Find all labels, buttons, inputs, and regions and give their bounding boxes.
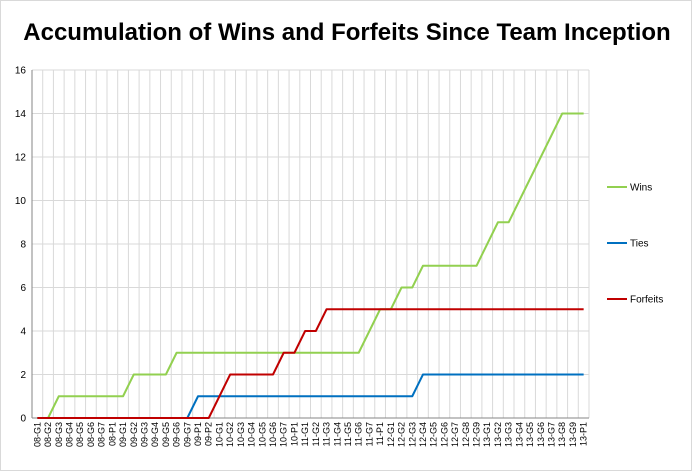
y-tick-label: 10 xyxy=(15,196,27,207)
x-tick-label: 10-G4 xyxy=(247,422,257,447)
y-tick-label: 4 xyxy=(20,327,26,338)
series-lines xyxy=(37,112,584,419)
x-tick-label: 08-G2 xyxy=(43,422,53,447)
x-axis: 08-G1 08-G2 08-G3 08-G4 08-G5 08-G6 08-G7 08-P1… xyxy=(32,422,588,447)
x-tick-label: 10-G2 xyxy=(225,422,235,447)
legend: Wins Ties Forfeits xyxy=(607,183,663,306)
x-tick-label: 09-G6 xyxy=(172,422,182,447)
legend-label-wins: Wins xyxy=(630,183,652,194)
gridlines xyxy=(31,69,590,419)
x-tick-label: 08-G6 xyxy=(86,422,96,447)
x-tick-label: 13-G6 xyxy=(536,422,546,447)
x-tick-label: 13-P1 xyxy=(579,422,589,446)
x-tick-label: 11-G2 xyxy=(311,422,321,446)
x-tick-label: 11-G6 xyxy=(354,422,364,446)
y-tick-label: 6 xyxy=(20,283,26,294)
x-tick-label: 09-G5 xyxy=(161,422,171,447)
x-tick-label: 11-P1 xyxy=(375,422,385,445)
y-tick-label: 12 xyxy=(15,153,27,164)
x-tick-label: 13-G5 xyxy=(525,422,535,447)
series-line-wins xyxy=(37,112,584,419)
x-tick-label: 12-G4 xyxy=(418,422,428,447)
x-tick-label: 09-G7 xyxy=(182,422,192,447)
x-tick-label: 13-G8 xyxy=(557,422,567,447)
x-tick-label: 11-G3 xyxy=(322,422,332,446)
x-tick-label: 10-G1 xyxy=(214,422,224,447)
y-tick-label: 0 xyxy=(20,414,26,425)
y-tick-label: 8 xyxy=(20,240,26,251)
chart-title: Accumulation of Wins and Forfeits Since … xyxy=(23,19,671,46)
x-tick-label: 13-G3 xyxy=(504,422,514,447)
x-tick-label: 09-G2 xyxy=(129,422,139,447)
x-tick-label: 08-P1 xyxy=(107,422,117,446)
series-line-forfeits xyxy=(37,308,584,419)
legend-label-forfeits: Forfeits xyxy=(630,295,663,306)
x-tick-label: 08-G7 xyxy=(97,422,107,447)
x-tick-label: 09-G4 xyxy=(150,422,160,447)
legend-label-ties: Ties xyxy=(630,239,649,250)
y-tick-label: 14 xyxy=(15,109,27,120)
x-tick-label: 10-G7 xyxy=(279,422,289,447)
x-tick-label: 08-G4 xyxy=(64,422,74,447)
x-tick-label: 09-G1 xyxy=(118,422,128,447)
x-tick-label: 09-P2 xyxy=(204,422,214,446)
x-tick-label: 13-G7 xyxy=(547,422,557,447)
x-tick-label: 08-G5 xyxy=(75,422,85,447)
x-tick-label: 12-G3 xyxy=(407,422,417,447)
x-tick-label: 12-G6 xyxy=(439,422,449,447)
x-tick-label: 12-G9 xyxy=(472,422,482,447)
x-tick-label: 12-G5 xyxy=(429,422,439,447)
x-tick-label: 10-G5 xyxy=(257,422,267,447)
x-tick-label: 12-G8 xyxy=(461,422,471,447)
x-tick-label: 11-G7 xyxy=(364,422,374,446)
y-tick-label: 16 xyxy=(15,66,27,77)
x-tick-label: 11-G5 xyxy=(343,422,353,446)
x-tick-label: 13-G1 xyxy=(482,422,492,447)
x-tick-label: 12-G2 xyxy=(397,422,407,447)
x-tick-label: 12-G7 xyxy=(450,422,460,447)
x-tick-label: 08-G3 xyxy=(54,422,64,447)
x-tick-label: 10-P1 xyxy=(289,422,299,446)
x-tick-label: 13-G2 xyxy=(493,422,503,447)
x-tick-label: 13-G9 xyxy=(568,422,578,447)
x-tick-label: 08-G1 xyxy=(32,422,42,447)
x-tick-label: 09-G3 xyxy=(139,422,149,447)
y-tick-label: 2 xyxy=(20,370,26,381)
x-tick-label: 12-G1 xyxy=(386,422,396,447)
x-tick-label: 10-G3 xyxy=(236,422,246,447)
x-tick-label: 11-G4 xyxy=(332,422,342,446)
x-tick-label: 09-P1 xyxy=(193,422,203,446)
x-tick-label: 10-G6 xyxy=(268,422,278,447)
y-axis: 0 2 4 6 8 10 12 14 16 xyxy=(15,66,33,425)
x-tick-label: 13-G4 xyxy=(514,422,524,447)
x-tick-label: 11-G1 xyxy=(300,422,310,446)
